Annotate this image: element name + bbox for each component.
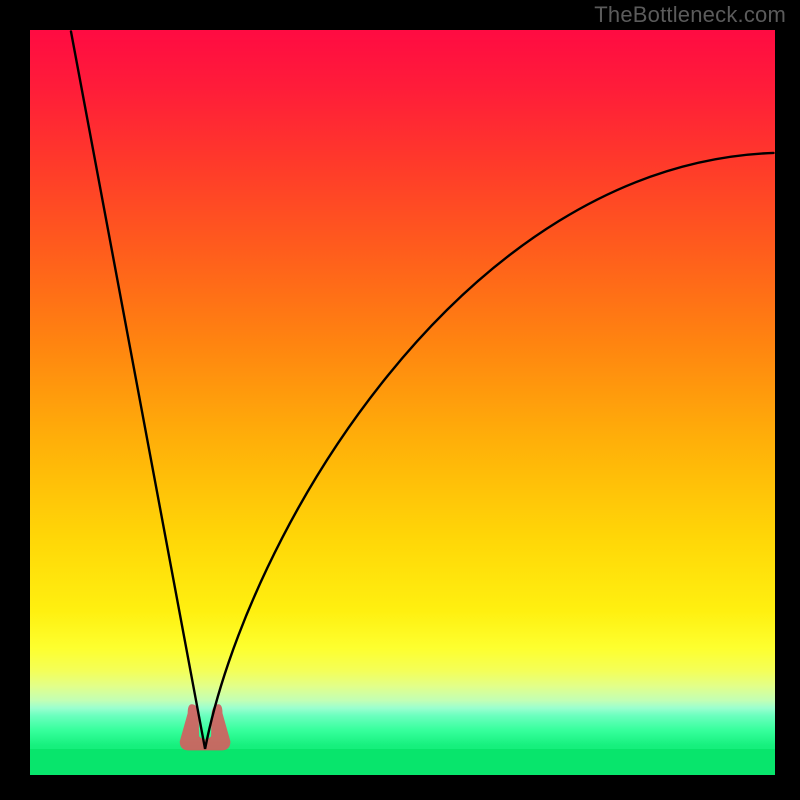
bottleneck-curve <box>71 31 774 748</box>
watermark-text: TheBottleneck.com <box>594 2 786 28</box>
plot-frame <box>30 30 775 775</box>
chart-overlay-svg <box>30 30 775 775</box>
